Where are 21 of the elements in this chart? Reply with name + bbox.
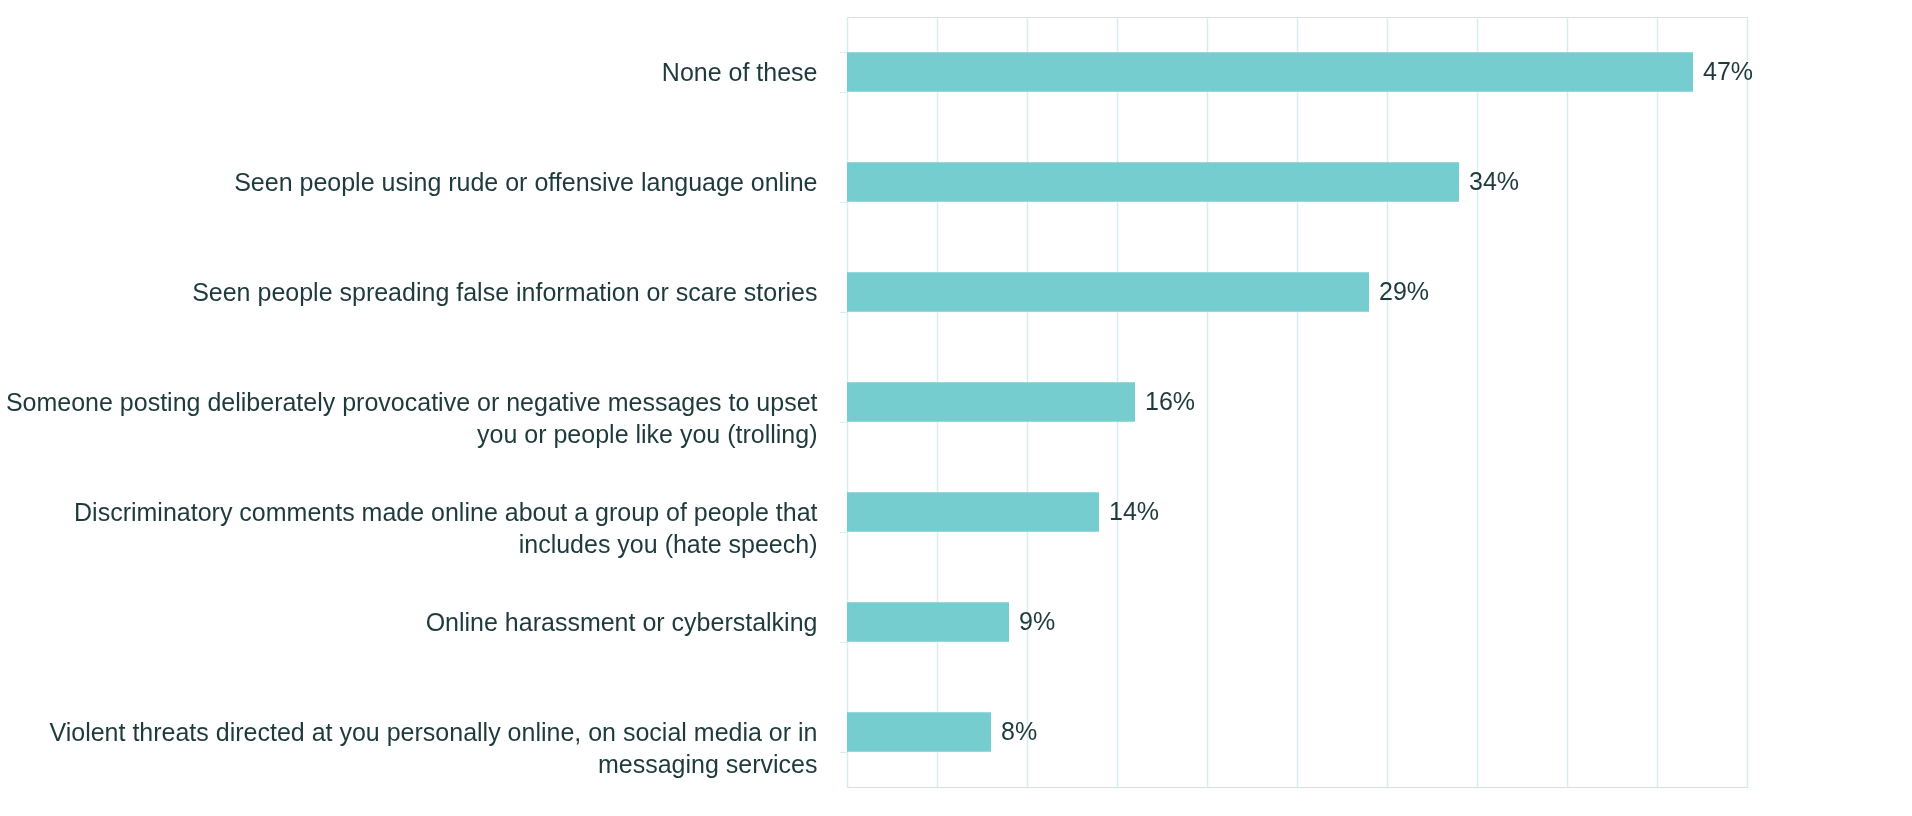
y-tick-label: Violent threats directed at you personally online, on social media or in messaging services [49, 717, 818, 778]
data-label: 29% [1379, 277, 1430, 305]
y-tick-label: Seen people spreading false information or scare stories [192, 277, 818, 306]
bar [847, 162, 1459, 202]
data-label: 16% [1145, 387, 1196, 415]
bar [847, 492, 1099, 532]
data-label: 14% [1109, 497, 1160, 525]
data-label: 47% [1703, 57, 1754, 85]
bar [847, 382, 1135, 422]
y-tick-label: Someone posting deliberately provocative or negative messages to upset you or people like you (trolling) [5, 387, 818, 448]
y-tick-label: Online harassment or cyberstalking [425, 607, 818, 636]
bar [847, 272, 1369, 312]
bar [847, 52, 1693, 92]
data-label: 8% [1001, 717, 1038, 745]
y-tick-label: Discriminatory comments made online about a group of people that includes you (hate speech) [74, 497, 818, 558]
y-tick-label: None of these [661, 57, 818, 86]
data-label: 34% [1469, 167, 1520, 195]
bar [847, 712, 991, 752]
y-tick-label: Seen people using rude or offensive language online [234, 167, 818, 196]
data-label: 9% [1019, 607, 1056, 635]
bar [847, 602, 1009, 642]
